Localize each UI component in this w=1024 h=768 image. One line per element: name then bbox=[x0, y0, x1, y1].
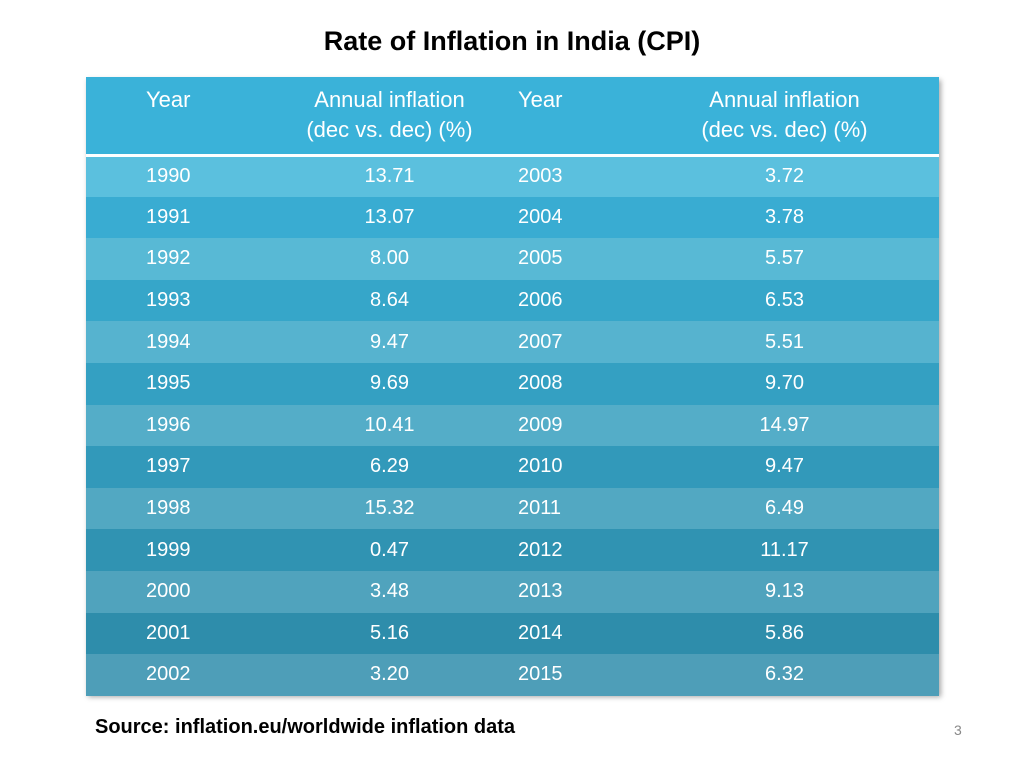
header-inflation-1-line2: (dec vs. dec) (%) bbox=[306, 117, 473, 142]
inflation-cell: 3.78 bbox=[765, 205, 804, 228]
inflation-cell: 14.97 bbox=[759, 413, 810, 436]
year-cell: 2015 bbox=[518, 663, 563, 686]
table-row: 2000 3.48 2013 9.13 bbox=[86, 570, 939, 613]
table-row: 1996 10.41 2009 14.97 bbox=[86, 404, 939, 447]
year-cell: 2007 bbox=[518, 330, 563, 353]
year-cell: 2005 bbox=[518, 247, 563, 270]
table-row: 1993 8.64 2006 6.53 bbox=[86, 279, 939, 322]
table-row: 2002 3.20 2015 6.32 bbox=[86, 654, 939, 696]
year-cell: 1999 bbox=[146, 538, 191, 561]
inflation-cell: 15.32 bbox=[364, 497, 415, 520]
year-cell: 1996 bbox=[146, 413, 191, 436]
inflation-cell: 3.72 bbox=[765, 165, 804, 188]
inflation-cell: 13.71 bbox=[364, 165, 415, 188]
inflation-cell: 11.17 bbox=[760, 538, 809, 561]
table-header-row: Year Annual inflation (dec vs. dec) (%) … bbox=[86, 77, 939, 157]
inflation-cell: 9.13 bbox=[765, 580, 804, 603]
header-year-1-label: Year bbox=[146, 87, 191, 112]
table-row: 1990 13.71 2003 3.72 bbox=[86, 155, 939, 197]
year-cell: 2001 bbox=[146, 621, 191, 644]
header-year-1: Year bbox=[86, 77, 261, 157]
year-cell: 1998 bbox=[146, 497, 191, 520]
inflation-cell: 5.86 bbox=[765, 621, 804, 644]
header-inflation-1-line1: Annual inflation bbox=[314, 87, 465, 112]
year-cell: 2003 bbox=[518, 165, 563, 188]
inflation-cell: 0.47 bbox=[370, 538, 409, 561]
inflation-cell: 9.69 bbox=[370, 372, 409, 395]
header-inflation-2-line1: Annual inflation bbox=[709, 87, 860, 112]
table-row: 1994 9.47 2007 5.51 bbox=[86, 321, 939, 363]
inflation-table-container: Year Annual inflation (dec vs. dec) (%) … bbox=[86, 77, 939, 696]
table-row: 1991 13.07 2004 3.78 bbox=[86, 196, 939, 239]
table-row: 1992 8.00 2005 5.57 bbox=[86, 238, 939, 280]
table-row: 1998 15.32 2011 6.49 bbox=[86, 487, 939, 530]
year-cell: 2013 bbox=[518, 580, 563, 603]
table-row: 1995 9.69 2008 9.70 bbox=[86, 362, 939, 405]
inflation-table: Year Annual inflation (dec vs. dec) (%) … bbox=[86, 77, 939, 696]
year-cell: 2009 bbox=[518, 413, 563, 436]
inflation-cell: 5.16 bbox=[370, 621, 409, 644]
inflation-cell: 6.53 bbox=[765, 289, 804, 312]
year-cell: 1995 bbox=[146, 372, 191, 395]
inflation-cell: 5.57 bbox=[765, 247, 804, 270]
year-cell: 1997 bbox=[146, 455, 191, 478]
year-cell: 1992 bbox=[146, 247, 191, 270]
year-cell: 1990 bbox=[146, 165, 191, 188]
inflation-cell: 3.20 bbox=[370, 663, 409, 686]
header-year-2: Year bbox=[518, 77, 630, 157]
year-cell: 2012 bbox=[518, 538, 563, 561]
year-cell: 1993 bbox=[146, 289, 191, 312]
source-note: Source: inflation.eu/worldwide inflation… bbox=[95, 716, 516, 738]
inflation-cell: 6.32 bbox=[765, 663, 804, 686]
inflation-cell: 9.70 bbox=[765, 372, 804, 395]
inflation-cell: 9.47 bbox=[370, 330, 409, 353]
table-row: 2001 5.16 2014 5.86 bbox=[86, 612, 939, 655]
header-inflation-2: Annual inflation (dec vs. dec) (%) bbox=[630, 77, 939, 157]
year-cell: 2011 bbox=[518, 497, 562, 520]
table-row: 1997 6.29 2010 9.47 bbox=[86, 446, 939, 488]
inflation-cell: 6.49 bbox=[765, 497, 804, 520]
year-cell: 2000 bbox=[146, 580, 191, 603]
inflation-cell: 8.64 bbox=[370, 289, 409, 312]
inflation-cell: 10.41 bbox=[364, 413, 415, 436]
year-cell: 2010 bbox=[518, 455, 563, 478]
inflation-cell: 9.47 bbox=[765, 455, 804, 478]
year-cell: 2006 bbox=[518, 289, 563, 312]
slide-title: Rate of Inflation in India (CPI) bbox=[323, 26, 701, 56]
header-year-2-label: Year bbox=[518, 87, 563, 112]
table-row: 1999 0.47 2012 11.17 bbox=[86, 529, 939, 571]
inflation-cell: 13.07 bbox=[364, 205, 415, 228]
year-cell: 2014 bbox=[518, 621, 563, 644]
year-cell: 1991 bbox=[146, 205, 191, 228]
header-inflation-2-line2: (dec vs. dec) (%) bbox=[701, 117, 868, 142]
inflation-cell: 5.51 bbox=[765, 330, 804, 353]
inflation-cell: 6.29 bbox=[370, 455, 409, 478]
page-number: 3 bbox=[954, 722, 962, 738]
year-cell: 2008 bbox=[518, 372, 563, 395]
inflation-cell: 8.00 bbox=[370, 247, 409, 270]
year-cell: 1994 bbox=[146, 330, 191, 353]
header-inflation-1: Annual inflation (dec vs. dec) (%) bbox=[261, 77, 518, 157]
year-cell: 2002 bbox=[146, 663, 191, 686]
year-cell: 2004 bbox=[518, 205, 563, 228]
inflation-cell: 3.48 bbox=[370, 580, 409, 603]
